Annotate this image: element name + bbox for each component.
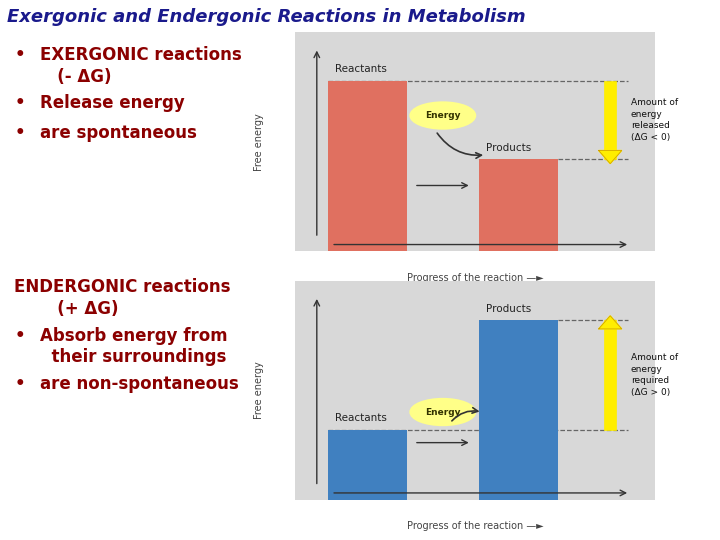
Text: Release energy: Release energy — [40, 94, 184, 112]
Text: ENDERGONIC reactions: ENDERGONIC reactions — [14, 278, 231, 296]
Text: their surroundings: their surroundings — [40, 348, 226, 366]
Bar — [479, 320, 558, 500]
Bar — [328, 429, 407, 500]
Text: are spontaneous: are spontaneous — [40, 124, 197, 142]
Polygon shape — [599, 316, 622, 329]
Text: Progress of the reaction —►: Progress of the reaction —► — [407, 522, 544, 531]
Text: Energy: Energy — [425, 408, 461, 416]
Text: Exergonic and Endergonic Reactions in Metabolism: Exergonic and Endergonic Reactions in Me… — [7, 8, 526, 26]
Polygon shape — [599, 151, 622, 164]
Text: EXERGONIC reactions: EXERGONIC reactions — [40, 46, 241, 64]
Text: Products: Products — [486, 303, 531, 314]
Text: are non-spontaneous: are non-spontaneous — [40, 375, 238, 393]
Text: Reactants: Reactants — [335, 413, 387, 423]
Bar — [604, 320, 616, 429]
Text: Energy: Energy — [425, 111, 461, 120]
Text: •: • — [14, 375, 25, 393]
Text: •: • — [14, 94, 25, 112]
Bar — [604, 80, 616, 159]
Text: Amount of
energy
released
(ΔG < 0): Amount of energy released (ΔG < 0) — [631, 98, 678, 141]
Text: •: • — [14, 124, 25, 142]
Text: (- ΔG): (- ΔG) — [40, 68, 111, 85]
Ellipse shape — [410, 399, 475, 425]
Text: Products: Products — [486, 143, 531, 153]
Text: Free energy: Free energy — [254, 113, 264, 171]
Text: •: • — [14, 46, 25, 64]
Bar — [328, 80, 407, 251]
Ellipse shape — [410, 103, 475, 129]
Text: Absorb energy from: Absorb energy from — [40, 327, 228, 345]
Text: Free energy: Free energy — [254, 361, 264, 419]
Bar — [479, 159, 558, 251]
Text: •: • — [14, 327, 25, 345]
Text: Reactants: Reactants — [335, 64, 387, 74]
Text: Amount of
energy
required
(ΔG > 0): Amount of energy required (ΔG > 0) — [631, 353, 678, 396]
Text: Progress of the reaction —►: Progress of the reaction —► — [407, 273, 544, 283]
Text: (+ ΔG): (+ ΔG) — [40, 300, 118, 318]
